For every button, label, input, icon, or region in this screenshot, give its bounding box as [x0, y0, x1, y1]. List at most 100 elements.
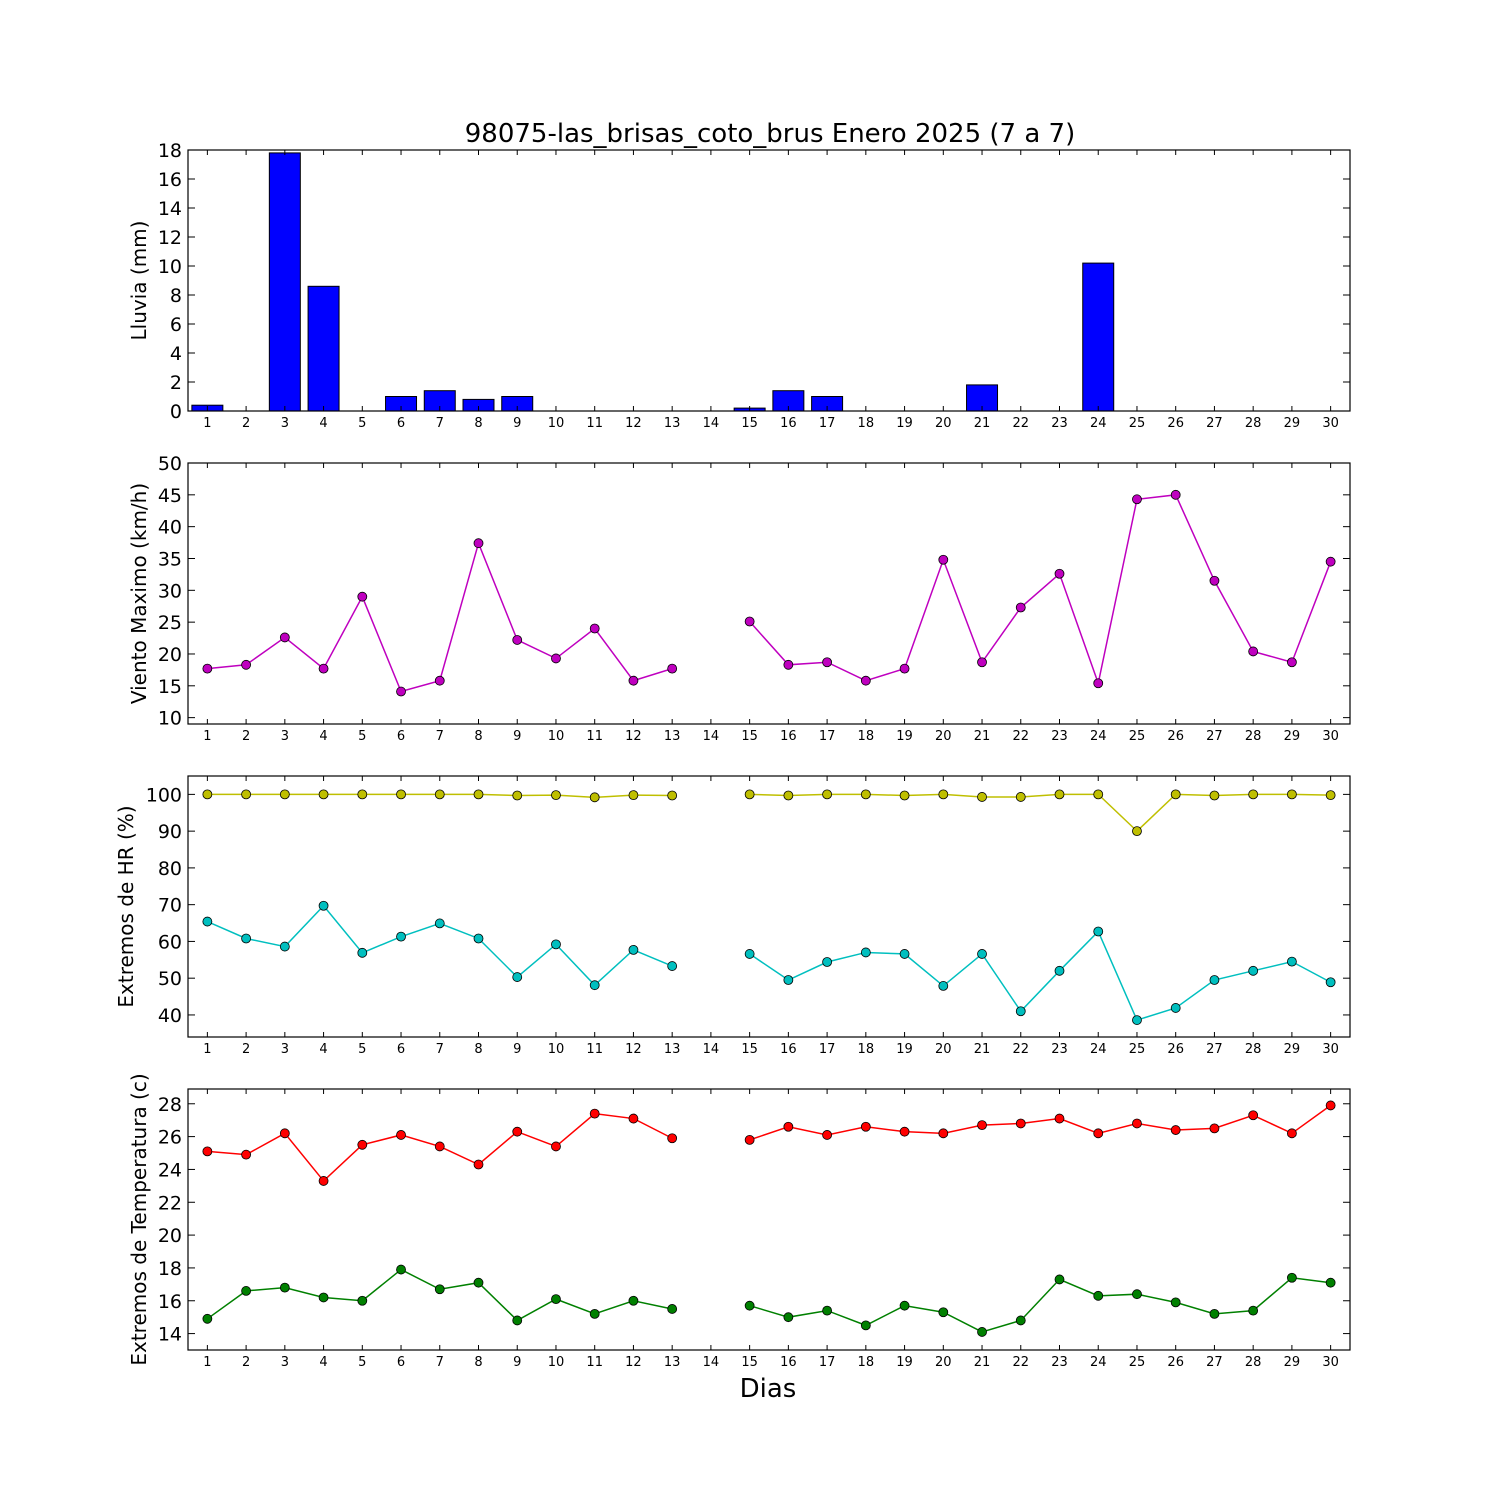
data-point: [977, 949, 987, 959]
x-tick-label: 23: [1051, 1042, 1068, 1057]
x-tick-label: 12: [625, 416, 642, 431]
data-point: [551, 790, 561, 801]
x-tick-label: 25: [1129, 416, 1146, 431]
y-tick-label: 50: [158, 968, 182, 990]
data-point: [1325, 1100, 1336, 1111]
x-tick-label: 14: [703, 729, 720, 744]
data-point: [860, 789, 871, 800]
data-point: [822, 1130, 832, 1140]
x-tick-label: 29: [1284, 729, 1301, 744]
x-tick-label: 6: [397, 1042, 405, 1057]
y-tick-label: 14: [158, 198, 182, 220]
x-tick-label: 9: [513, 1042, 521, 1057]
x-tick-label: 13: [664, 416, 681, 431]
data-point: [318, 900, 329, 911]
data-point: [1132, 1015, 1142, 1025]
data-point: [1325, 1277, 1336, 1288]
y-tick-label: 16: [158, 169, 182, 191]
chart-title: 98075-las_brisas_coto_brus Enero 2025 (7…: [465, 119, 1075, 149]
data-point: [1209, 575, 1220, 586]
data-point: [318, 663, 329, 674]
x-tick-label: 28: [1245, 416, 1262, 431]
x-tick-label: 22: [1012, 1042, 1029, 1057]
data-point: [899, 1126, 910, 1137]
x-tick-label: 5: [358, 1355, 366, 1370]
x-tick-label: 3: [281, 729, 289, 744]
x-tick-label: 19: [896, 1042, 913, 1057]
y-tick-label: 40: [158, 517, 182, 539]
bar: [1082, 262, 1115, 412]
data-point: [1093, 678, 1104, 689]
x-tick-label: 30: [1322, 1355, 1339, 1370]
data-point: [1287, 1128, 1297, 1139]
data-point: [1132, 1289, 1142, 1300]
plot-frame: [187, 775, 1351, 1038]
data-point: [434, 675, 445, 686]
x-tick-label: 7: [436, 416, 444, 431]
y-axis-label: Extremos de HR (%): [114, 805, 138, 1007]
x-tick-label: 11: [586, 1042, 603, 1057]
data-point: [628, 944, 639, 955]
data-point: [318, 1292, 329, 1303]
data-point: [938, 981, 949, 991]
data-point: [1015, 1006, 1026, 1017]
x-tick-label: 9: [513, 729, 521, 744]
x-tick-label: 17: [819, 416, 836, 431]
y-tick-label: 26: [158, 1127, 182, 1149]
y-tick-label: 2: [170, 372, 182, 394]
data-point: [1287, 789, 1297, 800]
data-point: [822, 657, 832, 668]
data-point: [1170, 1003, 1181, 1013]
data-point: [977, 1327, 987, 1337]
data-point: [628, 675, 639, 686]
x-tick-label: 21: [974, 416, 991, 431]
x-tick-label: 8: [474, 729, 482, 744]
x-tick-label: 5: [358, 416, 366, 431]
y-axis-label: Viento Maximo (km/h): [127, 483, 151, 704]
data-point: [279, 1282, 290, 1293]
data-point: [318, 789, 329, 800]
y-tick-label: 8: [170, 285, 182, 307]
data-point: [1132, 826, 1142, 837]
series-line: [749, 1276, 1331, 1333]
y-tick-label: 10: [158, 708, 182, 730]
data-point: [667, 1304, 678, 1314]
data-point: [551, 1294, 561, 1305]
x-tick-label: 23: [1051, 1355, 1068, 1370]
data-point: [512, 972, 523, 982]
x-tick-label: 3: [281, 416, 289, 431]
plot-frame: [187, 1088, 1351, 1351]
series-line: [749, 1104, 1332, 1141]
data-point: [1015, 1118, 1026, 1129]
x-tick-label: 28: [1245, 1355, 1262, 1370]
bar: [307, 285, 340, 412]
x-tick-label: 3: [281, 1355, 289, 1370]
x-tick-label: 15: [741, 729, 758, 744]
x-tick-label: 14: [703, 1042, 720, 1057]
x-tick-label: 17: [819, 729, 836, 744]
data-point: [977, 792, 987, 802]
x-tick-label: 27: [1206, 416, 1223, 431]
data-point: [473, 789, 484, 800]
data-point: [1015, 792, 1026, 802]
y-tick-label: 70: [158, 895, 182, 917]
y-tick-label: 90: [158, 821, 182, 843]
data-point: [241, 789, 252, 800]
series-line: [749, 793, 1331, 833]
data-point: [279, 789, 290, 800]
x-tick-label: 8: [474, 416, 482, 431]
series-line: [206, 1268, 673, 1322]
data-point: [899, 1300, 910, 1311]
data-point: [744, 1134, 755, 1145]
data-point: [512, 635, 523, 645]
plot-frame: [187, 462, 1351, 725]
x-tick-label: 22: [1012, 416, 1029, 431]
x-tick-label: 17: [819, 1042, 836, 1057]
data-point: [434, 789, 445, 800]
y-tick-label: 28: [158, 1094, 182, 1116]
data-point: [512, 1315, 523, 1326]
data-point: [357, 1295, 368, 1306]
x-tick-label: 20: [935, 416, 952, 431]
x-tick-label: 13: [664, 1042, 681, 1057]
data-point: [279, 632, 290, 643]
